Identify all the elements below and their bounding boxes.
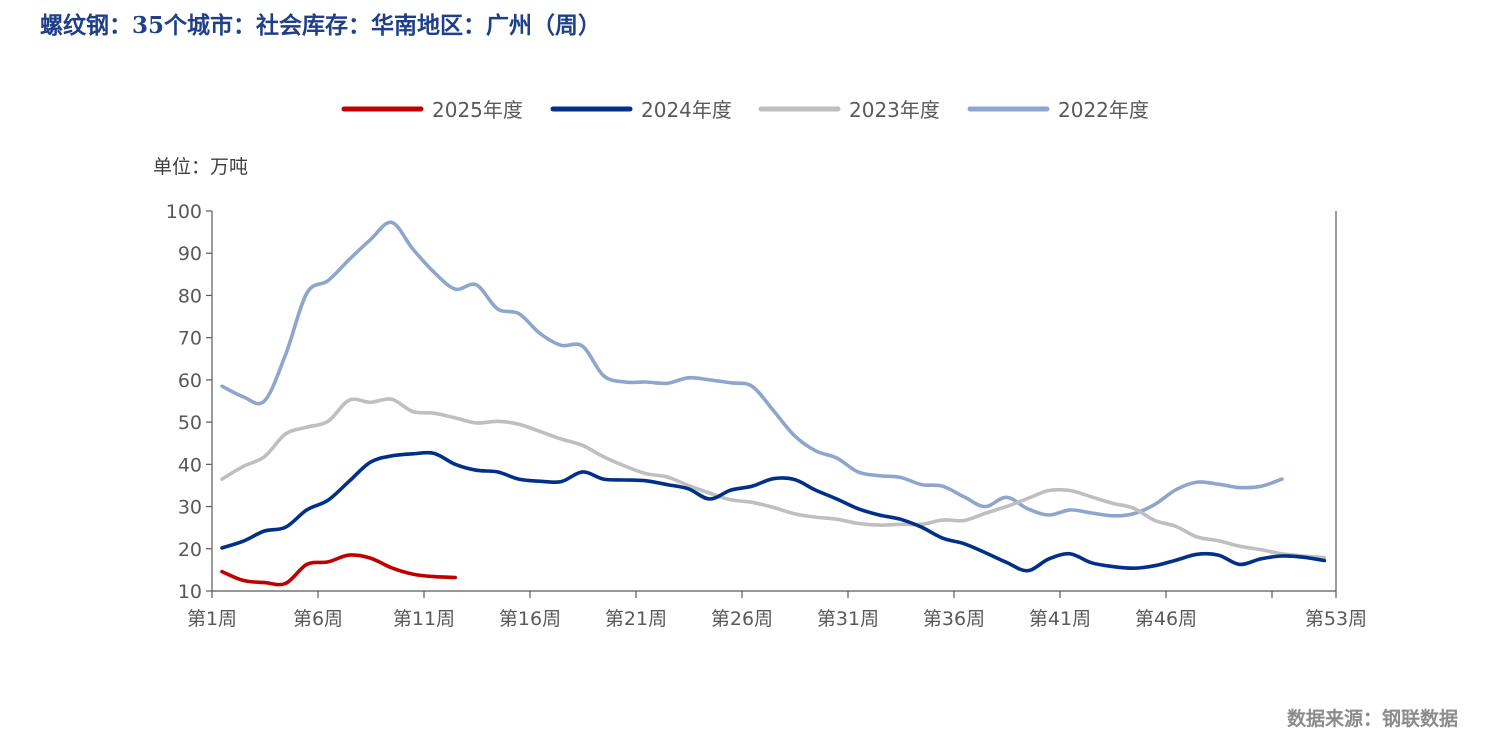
x-tick-label: 第6周 bbox=[293, 608, 343, 630]
x-tick-label: 第11周 bbox=[393, 608, 455, 630]
y-tick-label: 80 bbox=[178, 285, 202, 307]
y-tick-label: 10 bbox=[178, 581, 202, 603]
x-tick-label: 第31周 bbox=[817, 608, 879, 630]
x-tick-label: 第41周 bbox=[1029, 608, 1091, 630]
y-tick-label: 50 bbox=[178, 412, 202, 434]
series-line-2023 bbox=[220, 397, 1327, 560]
y-axis-unit-label: 单位：万吨 bbox=[153, 156, 249, 178]
data-source-label: 数据来源：钢联数据 bbox=[1286, 708, 1458, 730]
x-tick-label: 第53周 bbox=[1305, 608, 1367, 630]
chart-title: 螺纹钢：35个城市：社会库存：华南地区：广州（周） bbox=[40, 12, 602, 39]
y-tick-label: 90 bbox=[178, 243, 202, 265]
y-tick-label: 70 bbox=[178, 328, 202, 350]
y-tick-label: 20 bbox=[178, 539, 202, 561]
y-tick-label: 30 bbox=[178, 497, 202, 519]
legend-label-2022: 2022年度 bbox=[1058, 98, 1149, 122]
x-tick-label: 第16周 bbox=[499, 608, 561, 630]
x-tick-label: 第36周 bbox=[923, 608, 985, 630]
x-tick-label: 第46周 bbox=[1135, 608, 1197, 630]
chart-axes: 10 20 30 40 50 60 70 80 90 100 第1周 第6周 第11周 第16周 第21周 第… bbox=[166, 201, 1367, 630]
series-line-2022 bbox=[220, 220, 1284, 518]
y-tick-label: 100 bbox=[166, 201, 202, 223]
chart-legend: 2025年度 2024年度 2023年度 2022年度 bbox=[341, 98, 1149, 122]
x-tick-label: 第1周 bbox=[187, 608, 237, 630]
legend-label-2023: 2023年度 bbox=[849, 98, 940, 122]
x-tick-label: 第26周 bbox=[711, 608, 773, 630]
series-line-2024 bbox=[220, 450, 1327, 573]
series-line-2025 bbox=[220, 553, 457, 587]
legend-label-2024: 2024年度 bbox=[641, 98, 732, 122]
legend-label-2025: 2025年度 bbox=[432, 98, 523, 122]
x-tick-label: 第21周 bbox=[605, 608, 667, 630]
chart-series bbox=[220, 220, 1327, 587]
y-tick-label: 60 bbox=[178, 370, 202, 392]
y-tick-label: 40 bbox=[178, 454, 202, 476]
